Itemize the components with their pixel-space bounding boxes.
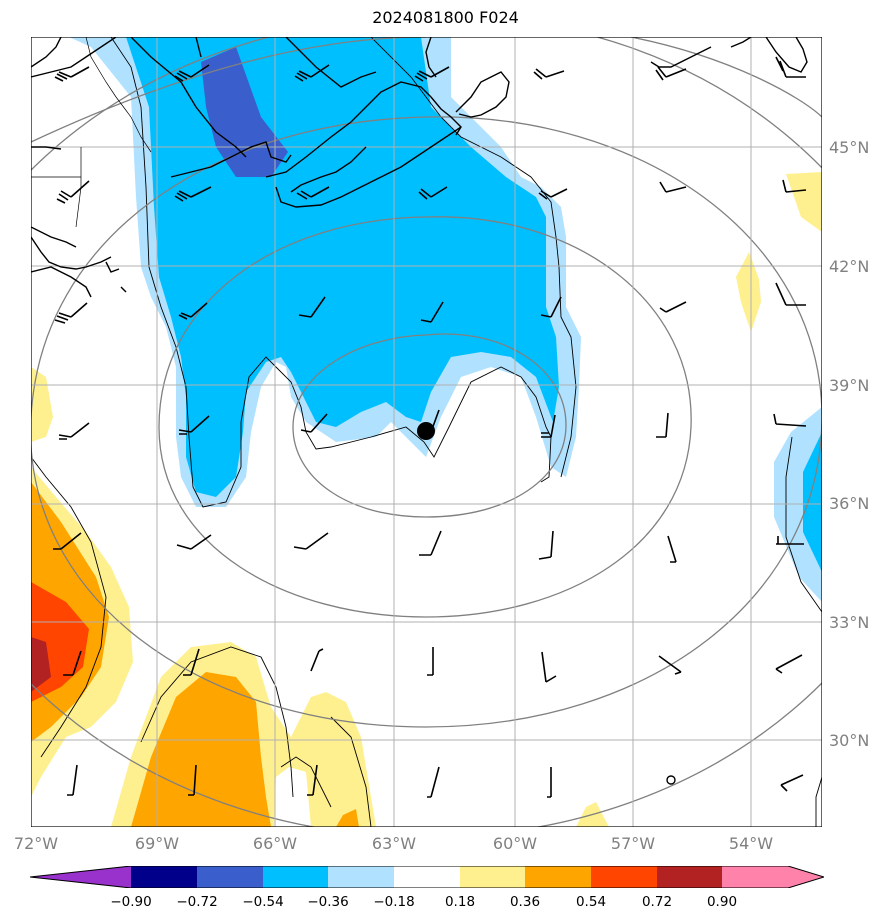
colorbar-extend-min	[30, 866, 131, 888]
wind-barb	[63, 650, 82, 676]
wind-barb	[773, 413, 807, 427]
anomaly-pos-sw-darkred	[31, 637, 51, 692]
lat-tick-label: 30°N	[829, 731, 870, 750]
storm-center-marker	[417, 422, 435, 440]
colorbar	[30, 866, 824, 888]
wind-barb	[188, 764, 197, 796]
lat-tick-label: 33°N	[829, 613, 870, 632]
wind-barb	[414, 66, 450, 82]
anomaly-pos-s-orange	[131, 672, 271, 827]
lat-tick-label: 42°N	[829, 257, 870, 276]
colorbar-bin	[394, 866, 460, 888]
wind-barb	[56, 180, 90, 204]
anomaly-pos-w-sliver	[31, 367, 53, 442]
wind-barb	[655, 66, 687, 81]
colorbar-tick-label: −0.90	[110, 894, 152, 910]
anomaly-pos-ne-patch	[786, 172, 822, 232]
wind-barb	[298, 296, 326, 318]
wind-barb	[183, 648, 200, 676]
wind-barb	[538, 530, 554, 560]
borders	[31, 37, 152, 228]
wind-barb	[782, 179, 807, 193]
wind-barb	[656, 412, 669, 438]
wind-barbs	[53, 56, 807, 798]
wind-barb	[659, 301, 687, 313]
wind-barb	[541, 651, 557, 683]
contour-lines	[31, 37, 822, 827]
wind-barb	[176, 534, 212, 550]
colorbar-bin	[460, 866, 525, 888]
colorbar-tick-label: −0.36	[307, 894, 349, 910]
wind-barb	[58, 422, 90, 440]
wind-barb	[427, 766, 440, 798]
lon-tick-label: 54°W	[728, 834, 774, 853]
wind-barb	[293, 532, 329, 550]
wind-barb	[294, 64, 330, 82]
colorbar-tick-label: 0.54	[575, 894, 607, 910]
wind-barb	[307, 764, 318, 796]
colorbar-bin	[657, 866, 722, 888]
lon-tick-label: 66°W	[252, 834, 298, 853]
wind-barb	[174, 64, 210, 82]
wind-barb	[780, 774, 804, 792]
wind-barb	[178, 302, 208, 320]
coastlines	[31, 37, 808, 785]
colorbar-tick-label: 0.18	[444, 894, 476, 910]
anomaly-pos-s-white-gap	[274, 767, 311, 827]
anomaly-pos-s-orange-small	[336, 809, 359, 827]
wind-barb	[420, 301, 444, 323]
wind-barb	[540, 296, 562, 318]
wind-barb	[547, 767, 552, 798]
wind-barb	[541, 414, 556, 438]
map-title: 2024081800 F024	[372, 8, 519, 27]
colorbar-bin	[263, 866, 328, 888]
colorbar-bin	[591, 866, 657, 888]
wind-barb	[300, 413, 328, 433]
colorbar-tick-label: 0.90	[706, 894, 738, 910]
colorbar-bin	[525, 866, 591, 888]
wind-barb	[54, 302, 88, 324]
wind-barb	[419, 530, 442, 556]
wind-barb	[659, 181, 687, 193]
lat-tick-label: 45°N	[829, 138, 870, 157]
lon-tick-label: 69°W	[134, 834, 180, 853]
wind-barb	[775, 56, 806, 78]
wind-barb	[178, 415, 210, 435]
anomaly-pos-e-patch	[736, 252, 761, 332]
map-canvas	[30, 36, 823, 828]
map-panel	[30, 36, 823, 828]
lat-tick-label: 39°N	[829, 376, 870, 395]
colorbar-bin	[328, 866, 394, 888]
wind-barb	[296, 186, 330, 200]
lon-tick-label: 63°W	[371, 834, 417, 853]
colorbar-extend-max	[788, 866, 824, 888]
wind-barb	[775, 282, 806, 306]
wind-barb	[67, 764, 78, 796]
wind-barb	[776, 536, 804, 545]
colorbar-tick-label: −0.72	[176, 894, 218, 910]
graticule	[31, 37, 822, 827]
wind-barb	[427, 647, 434, 676]
lon-tick-label: 60°W	[492, 834, 538, 853]
wind-barb	[174, 186, 212, 202]
wind-barb	[418, 186, 448, 200]
colorbar-bin	[197, 866, 263, 888]
wind-barb	[538, 188, 568, 200]
lon-tick-label: 57°W	[610, 834, 656, 853]
wind-barb	[533, 68, 565, 80]
wind-barb	[775, 654, 803, 674]
colorbar-tick-label: −0.18	[373, 894, 415, 910]
colorbar-tick-label: 0.36	[509, 894, 541, 910]
wind-barb	[53, 532, 82, 550]
colorbar-tick-label: 0.72	[641, 894, 673, 910]
lon-tick-label: 72°W	[13, 834, 59, 853]
wind-barb	[658, 655, 682, 675]
colorbar-bin	[722, 866, 788, 888]
wind-barb	[54, 66, 90, 82]
colorbar-bin	[131, 866, 197, 888]
wind-barb	[310, 648, 324, 672]
colorbar-tick-label: −0.54	[242, 894, 284, 910]
wind-barb	[667, 535, 677, 563]
lat-tick-label: 36°N	[829, 494, 870, 513]
